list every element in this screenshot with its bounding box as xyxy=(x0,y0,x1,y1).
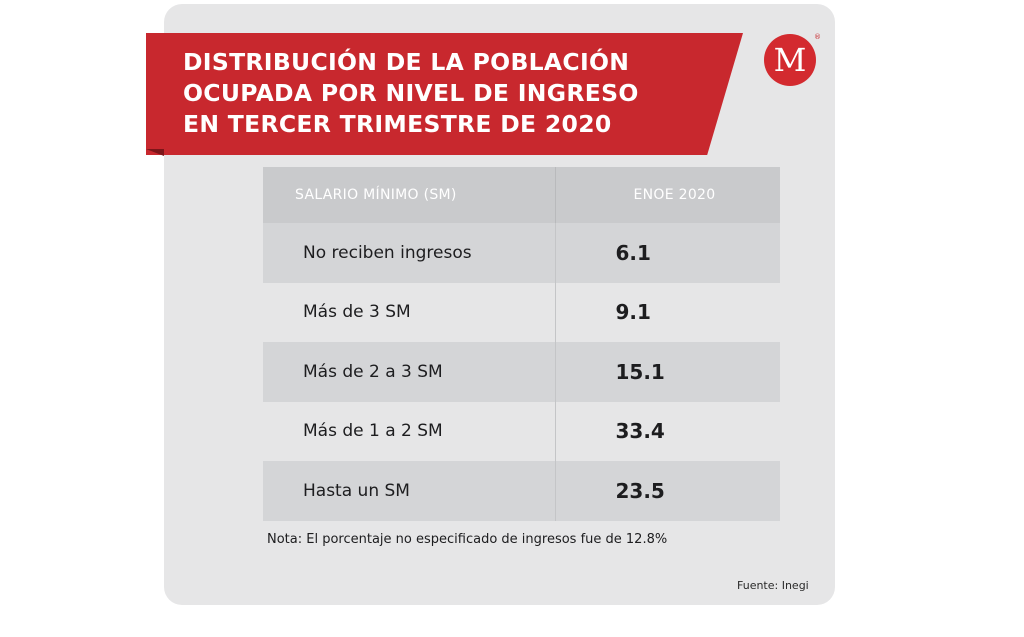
row-label: Más de 1 a 2 SM xyxy=(263,401,555,461)
title-line: DISTRIBUCIÓN DE LA POBLACIÓN xyxy=(183,48,630,76)
table-row: Hasta un SM 23.5 xyxy=(263,461,780,521)
row-label: Hasta un SM xyxy=(263,461,555,521)
title-line: OCUPADA POR NIVEL DE INGRESO xyxy=(183,79,639,107)
table-row: Más de 1 a 2 SM 33.4 xyxy=(263,401,780,461)
row-value: 15.1 xyxy=(554,342,780,402)
table-row: No reciben ingresos 6.1 xyxy=(263,223,780,283)
column-header-enoe: ENOE 2020 xyxy=(554,167,780,223)
income-table: SALARIO MÍNIMO (SM) ENOE 2020 No reciben… xyxy=(263,167,780,521)
footnote: Nota: El porcentaje no especificado de i… xyxy=(267,532,668,547)
row-label: No reciben ingresos xyxy=(263,223,555,283)
row-value: 6.1 xyxy=(554,223,780,283)
row-label: Más de 2 a 3 SM xyxy=(263,342,555,402)
title-banner xyxy=(146,33,743,155)
table-header-row: SALARIO MÍNIMO (SM) ENOE 2020 xyxy=(263,167,780,223)
registered-mark: ® xyxy=(814,33,821,41)
row-value: 33.4 xyxy=(554,401,780,461)
source-credit: Fuente: Inegi xyxy=(737,579,809,592)
banner-fold xyxy=(146,149,164,156)
row-value: 23.5 xyxy=(554,461,780,521)
table-row: Más de 2 a 3 SM 15.1 xyxy=(263,342,780,402)
column-header-salary: SALARIO MÍNIMO (SM) xyxy=(263,167,555,223)
title-line: EN TERCER TRIMESTRE DE 2020 xyxy=(183,110,612,138)
chart-title: DISTRIBUCIÓN DE LA POBLACIÓN OCUPADA POR… xyxy=(183,47,723,140)
row-value: 9.1 xyxy=(554,282,780,342)
milenio-logo-icon: M xyxy=(764,34,816,86)
logo-letter: M xyxy=(773,41,807,79)
table-row: Más de 3 SM 9.1 xyxy=(263,282,780,342)
row-label: Más de 3 SM xyxy=(263,282,555,342)
